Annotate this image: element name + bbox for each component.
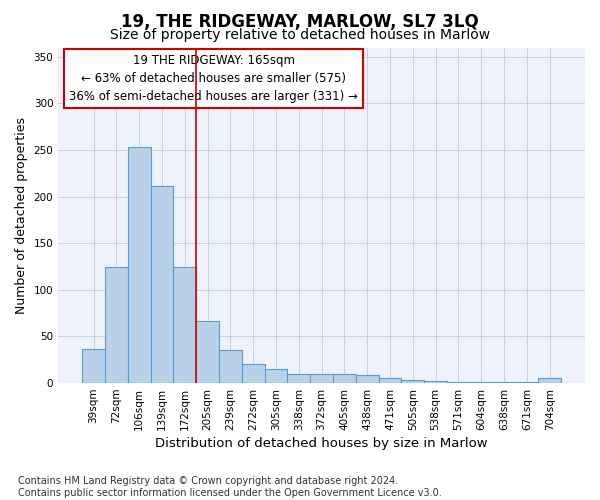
Bar <box>333 374 356 383</box>
Text: Size of property relative to detached houses in Marlow: Size of property relative to detached ho… <box>110 28 490 42</box>
Bar <box>219 350 242 383</box>
Bar <box>447 382 470 383</box>
Bar <box>470 382 493 383</box>
Bar <box>265 369 287 383</box>
Bar <box>196 320 219 383</box>
Bar <box>401 380 424 383</box>
Bar <box>356 374 379 383</box>
X-axis label: Distribution of detached houses by size in Marlow: Distribution of detached houses by size … <box>155 437 488 450</box>
Bar <box>242 364 265 383</box>
Bar <box>82 348 105 383</box>
Text: 19, THE RIDGEWAY, MARLOW, SL7 3LQ: 19, THE RIDGEWAY, MARLOW, SL7 3LQ <box>121 12 479 30</box>
Text: 19 THE RIDGEWAY: 165sqm
← 63% of detached houses are smaller (575)
36% of semi-d: 19 THE RIDGEWAY: 165sqm ← 63% of detache… <box>69 54 358 103</box>
Bar <box>538 378 561 383</box>
Bar <box>379 378 401 383</box>
Bar <box>424 381 447 383</box>
Bar <box>105 268 128 383</box>
Bar <box>310 374 333 383</box>
Bar <box>287 374 310 383</box>
Bar <box>151 186 173 383</box>
Bar <box>173 266 196 383</box>
Text: Contains HM Land Registry data © Crown copyright and database right 2024.
Contai: Contains HM Land Registry data © Crown c… <box>18 476 442 498</box>
Bar <box>515 382 538 383</box>
Bar <box>493 382 515 383</box>
Bar <box>128 147 151 383</box>
Y-axis label: Number of detached properties: Number of detached properties <box>15 117 28 314</box>
